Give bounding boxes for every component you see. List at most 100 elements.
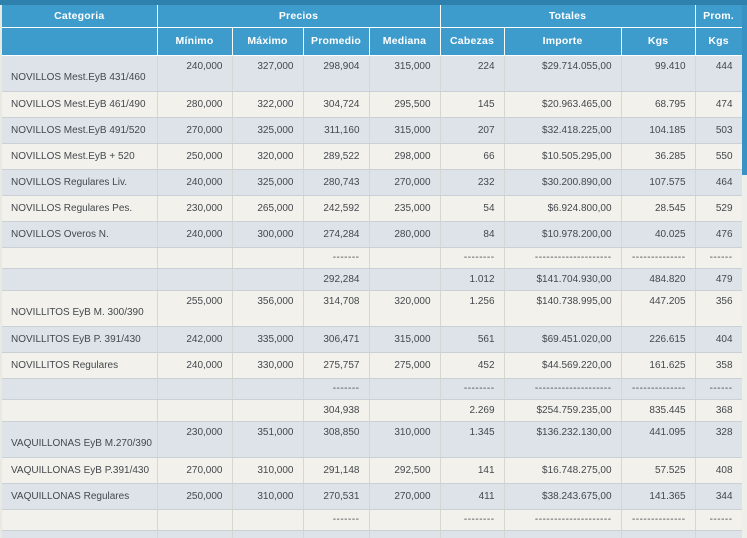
cell-avg: 298,904 [303,55,370,92]
cell-category: NOVILLITOS EyB M. 300/390 [2,290,158,327]
cell-category: NOVILLOS Overos N. [2,221,158,248]
cell-min [157,509,233,531]
cell-med: 310,000 [369,421,441,458]
cell-max: 310,000 [232,457,304,484]
cell-min: 255,000 [157,290,233,327]
cell-amount: $16.748.275,00 [504,457,622,484]
table-row: ------- -------- -------------------- -----… [2,378,743,400]
cell-max: 335,000 [232,326,304,353]
header-kgs: Kgs [621,27,696,56]
cell-kgs: 40.025 [621,221,696,248]
table-row: ------- -------- -------------------- -----… [2,247,743,269]
cell-min: 230,000 [157,421,233,458]
cell-max: 330,000 [232,352,304,379]
cell-amount: $32.418.225,00 [504,117,622,144]
scrollbar-thumb[interactable] [742,5,747,175]
cell-amount: $140.738.995,00 [504,290,622,327]
cell-min: 280,000 [157,91,233,118]
cell-amount: $29.714.055,00 [504,55,622,92]
cell-category: NOVILLOS Mest.EyB 491/520 [2,117,158,144]
header-promedio: Promedio [303,27,370,56]
cell-prom: 368 [695,399,743,422]
table-row: VAQUILLONAS Regulares 250,000 310,000 270,5… [2,483,743,510]
cell-avg: 304,724 [303,91,370,118]
cell-avg: 270,531 [303,483,370,510]
header-group-row: Categoria Precios Totales Prom. [2,5,743,28]
cell-heads [440,530,505,538]
cell-min: 230,000 [157,195,233,222]
table-row [2,530,743,538]
header-sub-row: Mínimo Máximo Promedio Mediana Cabezas I… [2,27,743,56]
cell-heads: -------- [440,378,505,400]
table-header: Categoria Precios Totales Prom. Mínimo M… [2,5,743,56]
header-prom: Prom. [695,5,743,28]
header-maximo: Máximo [232,27,304,56]
cell-med: 270,000 [369,169,441,196]
cell-category: NOVILLOS Regulares Pes. [2,195,158,222]
header-minimo: Mínimo [157,27,233,56]
cell-avg: 308,850 [303,421,370,458]
header-categoria-empty [2,27,158,56]
cell-heads: 224 [440,55,505,92]
cell-category: VAQUILLONAS EyB M.270/390 [2,421,158,458]
table-row: NOVILLITOS Regulares 240,000 330,000 275,75… [2,352,743,379]
cell-category: VAQUILLONAS Regulares [2,483,158,510]
cell-heads: 411 [440,483,505,510]
cell-max: 310,000 [232,483,304,510]
cell-med [369,399,441,422]
cell-med: 315,000 [369,55,441,92]
price-table: Categoria Precios Totales Prom. Mínimo M… [2,5,743,538]
cell-prom: ------ [695,247,743,269]
cell-prom: 550 [695,143,743,170]
cell-kgs: 36.285 [621,143,696,170]
cell-kgs: 104.185 [621,117,696,144]
table-row: NOVILLOS Regulares Liv. 240,000 325,000 280… [2,169,743,196]
cell-prom: 476 [695,221,743,248]
cell-kgs: 99.410 [621,55,696,92]
cell-amount: $254.759.235,00 [504,399,622,422]
table-row: NOVILLOS Mest.EyB 431/460 240,000 327,000 2… [2,55,743,92]
cell-prom [695,530,743,538]
cell-prom: 408 [695,457,743,484]
cell-min: 240,000 [157,221,233,248]
cell-prom: 474 [695,91,743,118]
cell-med: 235,000 [369,195,441,222]
header-mediana: Mediana [369,27,441,56]
cell-prom: 479 [695,268,743,291]
table-row: NOVILLITOS EyB M. 300/390 255,000 356,000 3… [2,290,743,327]
cell-med [369,509,441,531]
cell-heads: 2.269 [440,399,505,422]
cell-med: 315,000 [369,117,441,144]
cell-kgs: -------------- [621,509,696,531]
cell-avg: 314,708 [303,290,370,327]
cell-kgs: 141.365 [621,483,696,510]
cell-max: 327,000 [232,55,304,92]
header-categoria: Categoria [2,5,158,28]
cell-category [2,268,158,291]
cell-prom: 358 [695,352,743,379]
cell-kgs: 68.795 [621,91,696,118]
cell-heads: 561 [440,326,505,353]
cell-prom: 328 [695,421,743,458]
cell-med: 298,000 [369,143,441,170]
cell-avg: 289,522 [303,143,370,170]
table-row: NOVILLOS Overos N. 240,000 300,000 274,284 2… [2,221,743,248]
cell-category [2,399,158,422]
cell-min: 240,000 [157,55,233,92]
table-row: VAQUILLONAS EyB M.270/390 230,000 351,000 3… [2,421,743,458]
cell-avg: 292,284 [303,268,370,291]
cell-min: 240,000 [157,352,233,379]
cell-heads: 66 [440,143,505,170]
cell-med [369,378,441,400]
cell-max: 322,000 [232,91,304,118]
cell-prom: 404 [695,326,743,353]
cell-amount: $38.243.675,00 [504,483,622,510]
cell-amount: $44.569.220,00 [504,352,622,379]
cell-max [232,268,304,291]
table-row: NOVILLOS Mest.EyB 461/490 280,000 322,000 3… [2,91,743,118]
scrollbar-track[interactable] [742,5,747,538]
cell-med: 315,000 [369,326,441,353]
cell-prom: 464 [695,169,743,196]
cell-category [2,530,158,538]
